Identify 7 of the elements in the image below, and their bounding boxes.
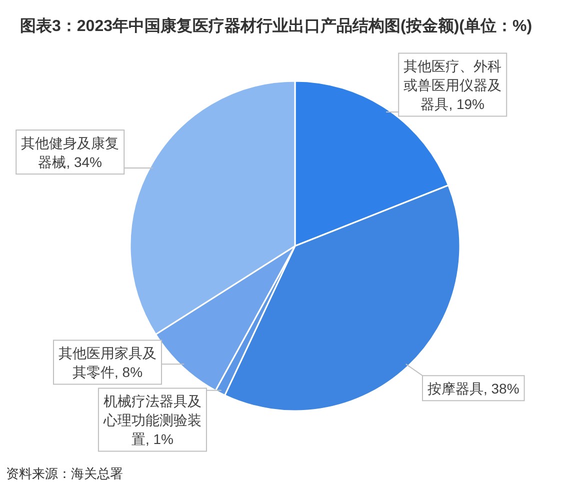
- slice-label: 其他医用家具及其零件, 8%: [58, 345, 157, 380]
- slice-label: 其他医疗、外科或兽医用仪器及器具, 19%: [404, 58, 502, 112]
- title: 图表3：2023年中国康复医疗器材行业出口产品结构图(按金额)(单位：%): [20, 18, 532, 35]
- annotation: 资料来源：海关总署: [6, 466, 123, 481]
- slice-label: 机械疗法器具及心理功能测验装置, 1%: [102, 393, 202, 448]
- slice-label: 按摩器具, 38%: [427, 380, 520, 397]
- slice-label: 其他健身及康复器械, 34%: [21, 135, 120, 170]
